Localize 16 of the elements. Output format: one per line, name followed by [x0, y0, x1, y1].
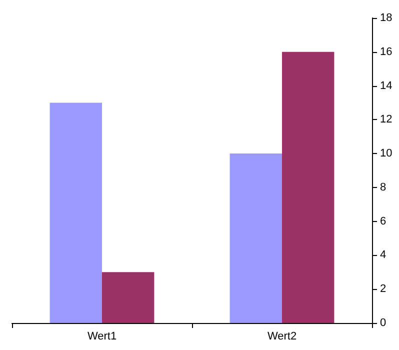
y-tick-label: 6: [380, 215, 386, 228]
x-tick-label: Wert1: [87, 330, 117, 342]
y-tick-label: 8: [380, 181, 386, 194]
y-tick-label: 14: [380, 80, 392, 92]
bar: [230, 154, 282, 323]
bar: [282, 52, 334, 323]
y-tick-label: 10: [380, 148, 392, 160]
y-tick-label: 18: [380, 12, 392, 24]
y-tick-label: 12: [380, 114, 392, 126]
y-tick-label: 2: [380, 283, 386, 296]
y-tick-label: 16: [380, 46, 392, 58]
y-tick-label: 4: [380, 249, 386, 262]
x-tick-label: Wert2: [267, 330, 297, 342]
bar: [102, 272, 154, 323]
bar: [50, 102, 102, 323]
y-tick-label: 0: [380, 317, 386, 329]
